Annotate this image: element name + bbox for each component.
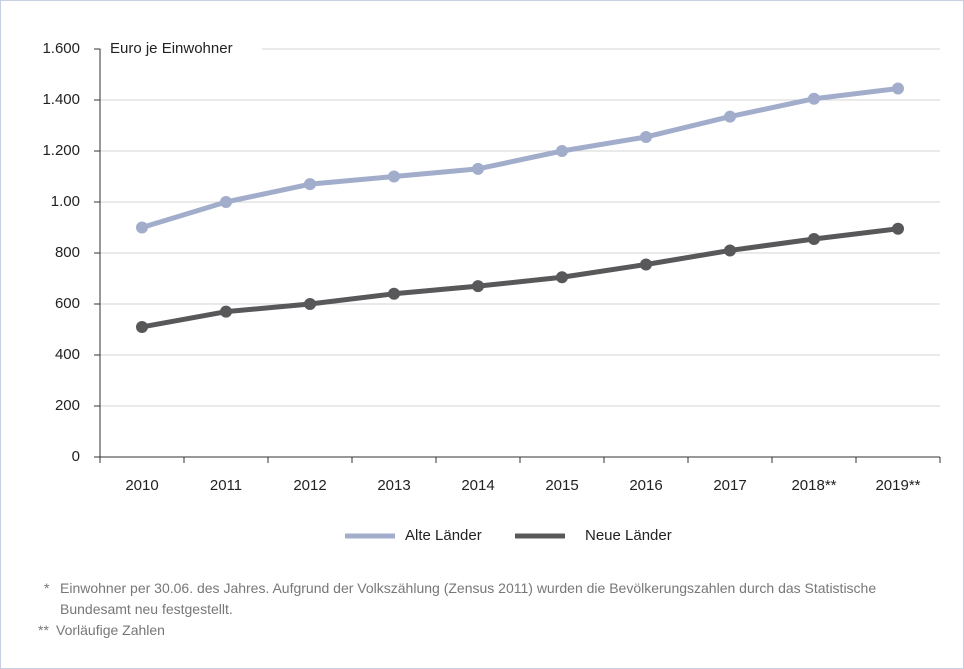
footnote-text: Vorläufige Zahlen	[56, 622, 165, 638]
x-tick-label: 2019**	[875, 477, 920, 494]
point	[388, 287, 400, 300]
x-tick-label: 2011	[210, 477, 242, 494]
y-tick-label: 1.200	[42, 142, 80, 159]
y-label-bg	[102, 37, 262, 61]
legend-label: Neue Länder	[585, 527, 672, 544]
point	[136, 320, 148, 333]
y-tick-label: 400	[55, 346, 80, 363]
series-line	[141, 86, 899, 230]
x-tick-label: 2016	[629, 477, 662, 494]
point	[220, 196, 232, 208]
x-tick-label: 2017	[713, 477, 746, 494]
series-line	[141, 226, 899, 330]
footnote: * Einwohner per 30.06. des Jahres. Aufgru…	[38, 578, 938, 620]
point	[556, 145, 568, 157]
point	[892, 222, 904, 235]
point	[304, 178, 316, 191]
x-tick-label: 2012	[293, 477, 326, 494]
point	[556, 271, 568, 284]
footnote-marker: *	[44, 580, 50, 596]
footnote-marker: **	[38, 622, 49, 638]
x-tick-label: 2018**	[791, 477, 836, 494]
point	[472, 280, 484, 293]
x-tick-label: 2013	[377, 477, 410, 494]
point	[808, 232, 820, 245]
y-tick-label: 0	[72, 448, 80, 465]
legend-label: Alte Länder	[405, 527, 482, 544]
y-tick-label: 1.400	[42, 91, 80, 108]
point	[472, 162, 484, 175]
x-tick-label: 2015	[545, 477, 578, 494]
y-tick-label: 200	[55, 397, 80, 414]
point	[724, 244, 736, 257]
y-axis-label: Euro je Einwohner	[110, 40, 233, 57]
point	[640, 130, 652, 143]
footnote-text: Einwohner per 30.06. des Jahres. Aufgrun…	[60, 580, 877, 617]
y-tick-label: 600	[55, 295, 80, 312]
footnote: ** Vorläufige Zahlen	[38, 620, 938, 641]
footnotes: * Einwohner per 30.06. des Jahres. Aufgru…	[38, 578, 938, 641]
x-tick-label: 2010	[125, 477, 158, 494]
point	[892, 82, 904, 95]
point	[388, 170, 400, 183]
point	[640, 258, 652, 271]
point	[724, 110, 736, 123]
point	[136, 221, 148, 234]
y-tick-label: 1.00	[51, 193, 80, 210]
point	[220, 305, 232, 318]
point	[304, 298, 316, 310]
y-tick-label: 1.600	[42, 40, 80, 57]
x-tick-label: 2014	[461, 477, 494, 494]
y-tick-label: 800	[55, 244, 80, 261]
point	[808, 92, 820, 105]
